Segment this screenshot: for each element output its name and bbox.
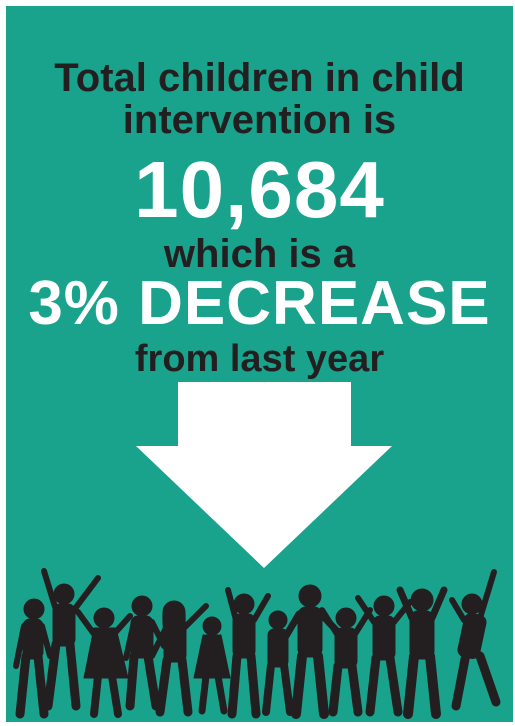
headline-line-4: from last year	[134, 338, 385, 380]
infographic-card: Total children in child intervention is …	[6, 6, 513, 722]
decrease-percentage: 3% DECREASE	[28, 269, 491, 338]
down-arrow-icon	[136, 382, 392, 568]
headline-line-3: which is a	[163, 232, 356, 276]
children-silhouettes-icon	[13, 568, 501, 719]
headline-line-1: Total children in child	[54, 56, 465, 100]
headline-line-2: intervention is	[122, 98, 397, 142]
total-children-count: 10,684	[134, 145, 385, 234]
